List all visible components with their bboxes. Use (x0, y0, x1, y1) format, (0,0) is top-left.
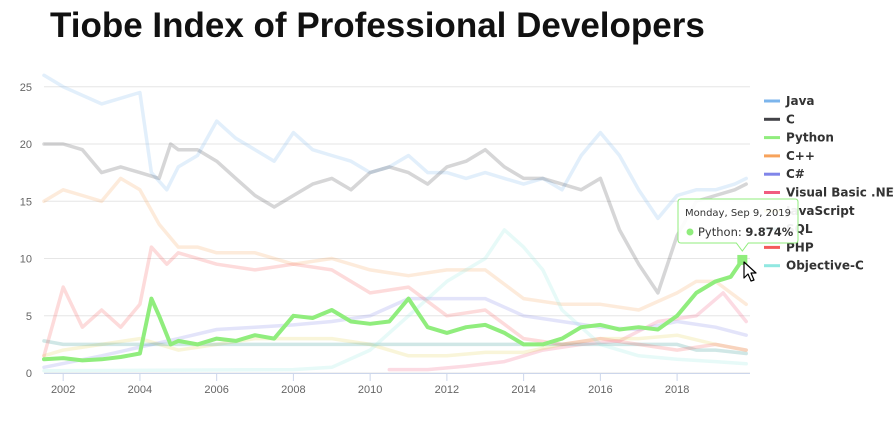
tooltip-series-name: Python (698, 225, 738, 239)
tooltip-separator: : (738, 225, 746, 239)
legend-label: PHP (786, 240, 814, 254)
legend-label: Objective-C (786, 259, 864, 273)
legend-label: Java (785, 94, 814, 108)
x-tick-label: 2008 (281, 384, 305, 396)
x-axis-ticks: 2002 2004 2006 2008 2010 2012 2014 2016 2018 (51, 373, 689, 396)
legend-item[interactable]: Java (764, 94, 814, 108)
tooltip-value-line: Python: 9.874% (698, 225, 794, 239)
legend-item[interactable]: C# (764, 167, 805, 181)
y-tick-label: 15 (20, 196, 32, 208)
legend-label: Python (786, 131, 834, 145)
hover-point[interactable] (737, 254, 748, 265)
y-tick-label: 20 (20, 139, 32, 151)
x-tick-label: 2012 (435, 384, 459, 396)
series-line-objective-c[interactable] (42, 228, 748, 373)
legend-item[interactable]: C (764, 112, 795, 126)
tooltip: Monday, Sep 9, 2019 Python: 9.874% (677, 198, 799, 252)
legend-item[interactable]: C++ (764, 149, 815, 163)
legend-item[interactable]: Python (764, 131, 834, 145)
x-tick-label: 2010 (358, 384, 382, 396)
series-line-php[interactable] (42, 245, 748, 358)
series-line-c[interactable] (42, 142, 748, 295)
y-tick-label: 25 (20, 82, 32, 94)
legend-label: C++ (786, 149, 815, 163)
y-tick-label: 10 (20, 254, 32, 266)
hover-marker (737, 254, 748, 265)
y-tick-label: 5 (26, 311, 32, 323)
y-axis-ticks: 0 5 10 15 20 25 (20, 82, 32, 380)
tooltip-value: 9.874% (745, 225, 793, 239)
x-tick-label: 2018 (665, 384, 689, 396)
legend-label: Visual Basic .NET (786, 186, 894, 200)
tooltip-date: Monday, Sep 9, 2019 (685, 208, 791, 219)
legend: Java C Python C++ C# Visual Basic .NET JavaScr… (764, 94, 894, 273)
series-line-java[interactable] (42, 73, 748, 221)
y-tick-label: 0 (26, 368, 32, 380)
legend-item[interactable]: Visual Basic .NET (764, 186, 894, 200)
x-tick-label: 2016 (588, 384, 612, 396)
series-line-javascript[interactable] (42, 333, 748, 358)
chart-title: Tiobe Index of Professional Developers (50, 6, 705, 45)
legend-label: JavaScript (785, 204, 855, 218)
x-tick-label: 2006 (204, 384, 228, 396)
x-tick-label: 2014 (511, 384, 535, 396)
legend-label: C# (786, 167, 805, 181)
legend-item[interactable]: PHP (764, 240, 814, 254)
series-line-visual-basic-net[interactable] (387, 291, 748, 372)
series-line-python[interactable] (42, 257, 745, 363)
tooltip-series-dot (686, 228, 694, 236)
series-lines (42, 73, 748, 373)
series-line-c[interactable] (42, 176, 748, 312)
legend-item[interactable]: Objective-C (764, 259, 864, 273)
tooltip-box (677, 198, 799, 252)
x-tick-label: 2002 (51, 384, 75, 396)
series-line-sql[interactable] (42, 339, 748, 356)
x-tick-label: 2004 (128, 384, 152, 396)
legend-label: C (786, 112, 795, 126)
mouse-cursor-icon (743, 261, 757, 282)
